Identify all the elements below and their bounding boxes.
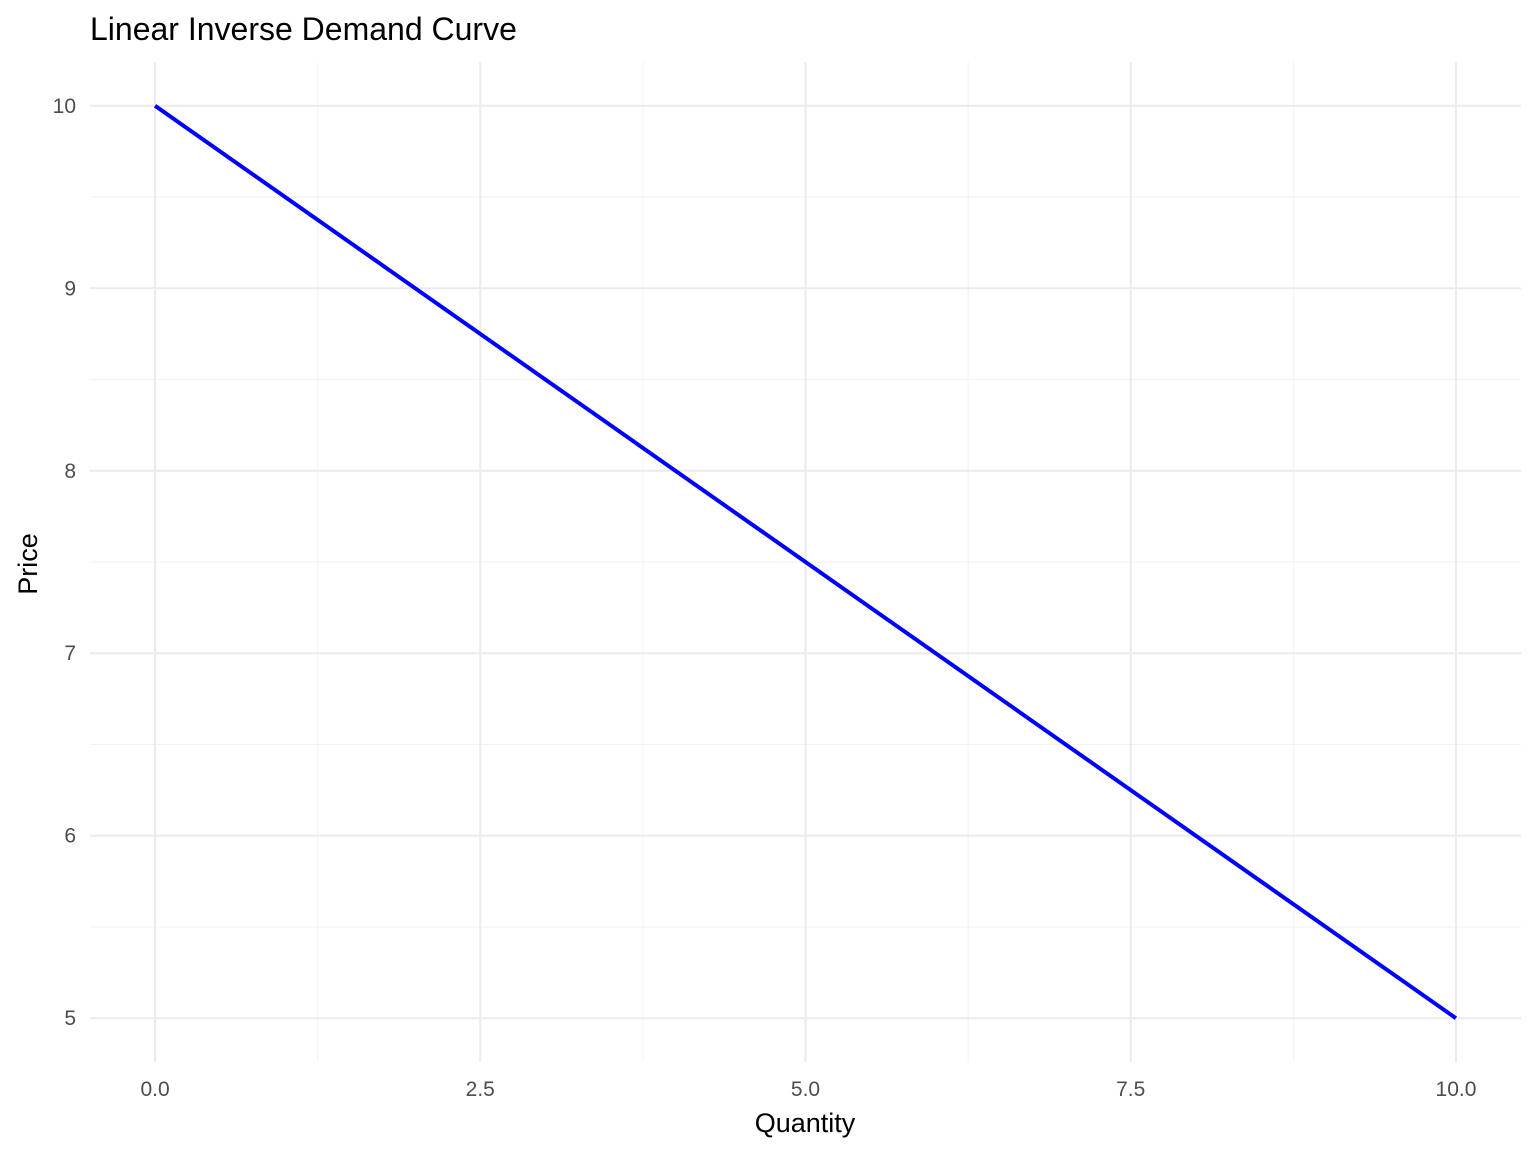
x-tick-label: 5.0 [791, 1078, 820, 1101]
y-tick-label: 10 [53, 95, 76, 118]
x-tick-label: 7.5 [1116, 1078, 1145, 1101]
y-tick-label: 9 [64, 277, 76, 300]
demand-line [153, 104, 1458, 1020]
series-lines [153, 104, 1458, 1020]
y-tick-label: 6 [64, 825, 76, 848]
chart-title: Linear Inverse Demand Curve [90, 11, 517, 47]
x-axis-ticks: 0.0 2.5 5.0 7.5 10.0 [140, 1078, 1476, 1101]
x-tick-label: 2.5 [466, 1078, 495, 1101]
x-axis-label: Quantity [755, 1108, 856, 1138]
y-axis-ticks: 5 6 7 8 9 10 [53, 95, 76, 1030]
y-tick-label: 8 [64, 460, 76, 483]
y-tick-label: 7 [64, 642, 76, 665]
major-gridlines [90, 62, 1521, 1062]
y-axis-label: Price [13, 533, 43, 595]
x-tick-label: 0.0 [140, 1078, 169, 1101]
y-tick-label: 5 [64, 1007, 76, 1030]
x-tick-label: 10.0 [1436, 1078, 1477, 1101]
